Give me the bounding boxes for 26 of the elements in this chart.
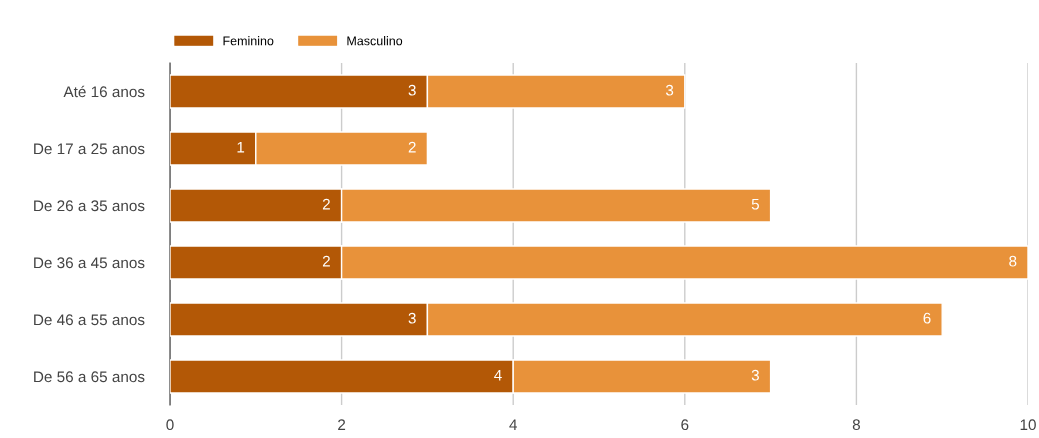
data-label: 3 [751,369,759,381]
data-label: 6 [923,312,931,324]
data-label: 4 [494,369,502,381]
data-label: 2 [408,141,416,153]
x-tick-label: 4 [509,419,517,430]
data-label: 2 [322,255,330,267]
data-label: 1 [237,141,245,153]
legend-label: Masculino [347,36,403,46]
x-tick-label: 10 [1020,419,1036,431]
y-tick-label: De 56 a 65 anos [34,371,145,383]
y-tick-label: De 46 a 55 anos [34,314,145,326]
y-tick-label: De 26 a 35 anos [34,200,145,212]
legend-label: Feminino [223,36,274,46]
data-label: 8 [1009,255,1017,267]
y-tick-label: De 36 a 45 anos [34,257,145,269]
y-tick-label: De 17 a 25 anos [34,143,145,155]
data-label: 5 [751,198,760,210]
data-label: 3 [408,84,416,96]
x-tick-label: 2 [338,419,346,430]
x-tick-label: 6 [681,419,689,431]
data-label: 3 [408,312,416,324]
data-label: 2 [322,198,330,210]
x-tick-label: 0 [166,419,174,431]
data-label: 3 [665,84,674,96]
x-tick-label: 8 [852,419,860,431]
y-tick-label: Até 16 anos [63,85,145,98]
